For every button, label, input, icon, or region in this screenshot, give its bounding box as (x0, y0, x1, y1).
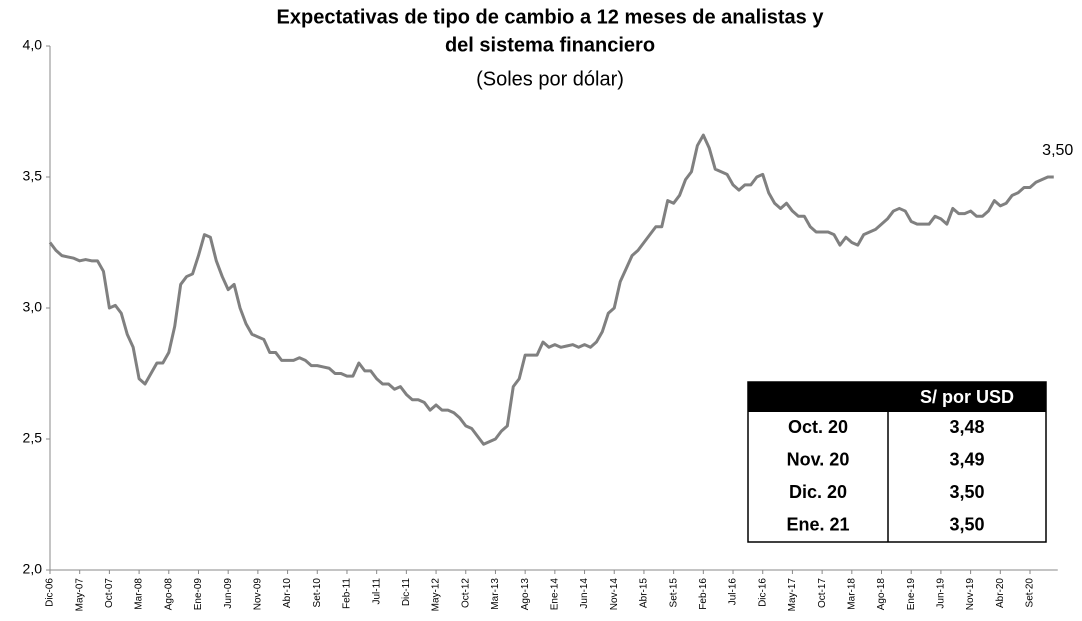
table-cell: Dic. 20 (789, 482, 847, 502)
x-tick-label: Set-20 (1025, 578, 1036, 608)
x-tick-label: May-12 (431, 578, 442, 612)
y-tick-label: 2,0 (23, 561, 43, 577)
y-tick-label: 3,0 (23, 299, 43, 315)
table-cell: 3,50 (949, 482, 984, 502)
x-tick-label: Set-10 (312, 578, 323, 608)
x-tick-label: May-17 (787, 578, 798, 612)
x-tick-label: Jun-19 (936, 578, 947, 609)
x-tick-label: Nov-19 (965, 578, 976, 611)
x-tick-label: Oct-07 (104, 578, 115, 608)
table-header (748, 382, 1046, 412)
value-label: 3,50 (1042, 142, 1073, 159)
chart-title: del sistema financiero (445, 34, 655, 56)
x-tick-label: Dic-16 (757, 578, 768, 607)
x-tick-label: Ago-13 (520, 578, 531, 611)
x-tick-label: Ene-14 (549, 578, 560, 611)
x-tick-label: Feb-16 (698, 578, 709, 610)
x-tick-label: Ago-18 (876, 578, 887, 611)
x-tick-label: Set-15 (668, 578, 679, 608)
x-tick-label: Feb-11 (342, 578, 353, 609)
table-cell: 3,50 (949, 515, 984, 535)
x-tick-label: Jul-11 (371, 578, 382, 605)
x-tick-label: Mar-13 (490, 578, 501, 610)
table-cell: 3,49 (949, 450, 984, 470)
x-tick-label: Nov-14 (609, 578, 620, 611)
table-header-label: S/ por USD (920, 387, 1014, 407)
y-tick-label: 4,0 (23, 37, 43, 53)
x-tick-label: Jun-09 (223, 578, 234, 609)
x-tick-label: Abr-20 (995, 578, 1006, 608)
x-tick-label: Ago-08 (163, 578, 174, 611)
x-tick-label: Jul-16 (728, 578, 739, 606)
x-tick-label: Abr-15 (639, 578, 650, 608)
chart-title: Expectativas de tipo de cambio a 12 mese… (277, 6, 825, 28)
x-tick-label: Mar-18 (846, 578, 857, 610)
chart-subtitle: (Soles por dólar) (476, 68, 624, 90)
x-tick-label: Abr-10 (282, 578, 293, 608)
x-tick-label: Ene-19 (906, 578, 917, 611)
table-cell: 3,48 (949, 417, 984, 437)
x-tick-label: May-07 (74, 578, 85, 612)
y-tick-label: 3,5 (23, 168, 43, 184)
x-tick-label: Oct-17 (817, 578, 828, 608)
x-tick-label: Ene-09 (193, 578, 204, 611)
x-tick-label: Dic-06 (45, 578, 56, 607)
line-series (48, 133, 1054, 446)
x-tick-label: Oct-12 (460, 578, 471, 608)
y-tick-label: 2,5 (23, 430, 43, 446)
x-tick-label: Jun-14 (579, 578, 590, 609)
x-tick-label: Mar-08 (134, 578, 145, 610)
table-cell: Oct. 20 (788, 417, 848, 437)
table-cell: Nov. 20 (787, 450, 850, 470)
x-tick-label: Dic-11 (401, 578, 412, 607)
x-tick-label: Nov-09 (253, 578, 264, 611)
table-cell: Ene. 21 (786, 515, 849, 535)
